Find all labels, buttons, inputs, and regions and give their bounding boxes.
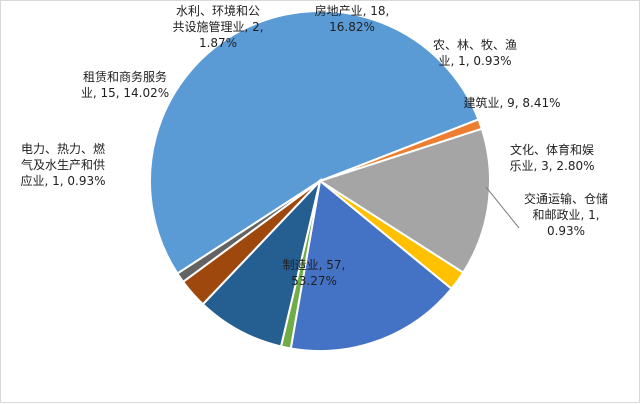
pie-slice (176, 180, 321, 284)
data-label: 农、林、牧、渔业, 1, 0.93% (433, 38, 517, 68)
leader-line (485, 186, 520, 229)
data-label: 房地产业, 18, 16.82% (315, 3, 390, 34)
pie-slice (289, 179, 453, 352)
data-label: 电力、热力、燃气及水生产和供应业, 1, 0.93% (20, 141, 105, 188)
pie-slice (317, 127, 491, 274)
data-label: 水利、环境和公共设施管理业, 2, 1.87% (172, 3, 263, 50)
pie-slice (201, 177, 322, 348)
data-label: 文化、体育和娱乐业, 3, 2.80% (509, 142, 594, 173)
data-label: 租赁和商务服务业, 15, 14.02% (81, 69, 169, 100)
data-label: 交通运输、仓储和邮政业, 1, 0.93% (524, 191, 608, 238)
pie-slice (148, 9, 480, 275)
data-label: 建筑业, 9, 8.41% (463, 95, 560, 110)
data-label: 制造业, 57, 53.27% (283, 258, 346, 288)
